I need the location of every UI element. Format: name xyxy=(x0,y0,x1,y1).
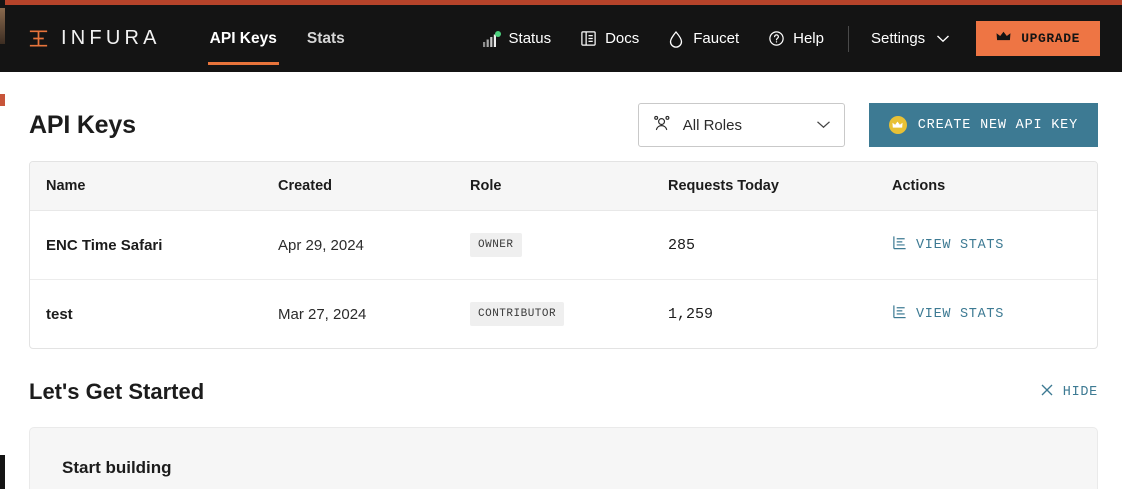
left-strip-accent xyxy=(0,94,5,106)
cell-requests: 1,259 xyxy=(668,280,892,349)
top-accent-bar xyxy=(5,0,1122,5)
cell-name: ENC Time Safari xyxy=(30,210,278,280)
secondary-nav: Status Docs Faucet xyxy=(469,21,1100,56)
upgrade-button[interactable]: UPGRADE xyxy=(976,21,1100,56)
water-drop-icon xyxy=(667,30,685,48)
chevron-down-icon xyxy=(816,116,831,134)
hide-button[interactable]: HIDE xyxy=(1040,383,1098,402)
column-header-actions: Actions xyxy=(892,162,1097,211)
view-stats-link[interactable]: VIEW STATS xyxy=(892,304,1004,324)
nav-link-docs[interactable]: Docs xyxy=(565,30,653,48)
get-started-header: Let's Get Started HIDE xyxy=(5,375,1122,409)
create-new-api-key-label: CREATE NEW API KEY xyxy=(917,117,1078,133)
bar-chart-icon xyxy=(892,304,907,324)
book-icon xyxy=(579,30,597,48)
view-stats-label: VIEW STATS xyxy=(916,237,1005,253)
crown-badge-icon xyxy=(888,116,907,134)
tab-stats[interactable]: Stats xyxy=(292,5,360,72)
avatar-sliver xyxy=(0,8,5,44)
cell-created: Mar 27, 2024 xyxy=(278,305,367,323)
table-row[interactable]: ENC Time Safari Apr 29, 2024 OWNER 285 xyxy=(30,210,1097,280)
cell-actions: VIEW STATS xyxy=(892,280,1097,349)
left-strip-light xyxy=(0,72,5,489)
brand-name: INFURA xyxy=(61,27,161,49)
status-badge: CONTRIBUTOR xyxy=(470,302,565,326)
tab-api-keys[interactable]: API Keys xyxy=(195,5,292,72)
upgrade-label: UPGRADE xyxy=(1021,31,1080,46)
role-filter-select[interactable]: All Roles xyxy=(637,103,845,147)
requests-value: 285 xyxy=(668,237,696,254)
nav-divider xyxy=(847,25,849,52)
column-header-role[interactable]: Role xyxy=(470,162,668,211)
view-stats-label: VIEW STATS xyxy=(916,306,1005,322)
cell-role: OWNER xyxy=(470,210,668,280)
nav-link-status[interactable]: Status xyxy=(469,30,566,48)
left-strip-bottom xyxy=(0,455,5,489)
page-header-row: API Keys All Roles xyxy=(5,102,1122,148)
nav-link-status-label: Status xyxy=(508,30,552,47)
cell-actions: VIEW STATS xyxy=(892,210,1097,280)
tab-api-keys-label: API Keys xyxy=(209,29,277,47)
start-building-title: Start building xyxy=(62,458,172,477)
cell-requests: 285 xyxy=(668,210,892,280)
users-icon xyxy=(652,114,673,136)
nav-link-help[interactable]: Help xyxy=(753,30,838,48)
column-header-created[interactable]: Created xyxy=(278,162,470,211)
hide-label: HIDE xyxy=(1062,384,1098,400)
tab-stats-label: Stats xyxy=(306,29,345,47)
close-x-icon xyxy=(1040,383,1054,402)
main-content: API Keys All Roles xyxy=(5,72,1122,489)
bar-chart-icon xyxy=(892,235,907,255)
create-new-api-key-button[interactable]: CREATE NEW API KEY xyxy=(868,103,1098,147)
nav-link-help-label: Help xyxy=(793,30,824,47)
infura-logo-icon xyxy=(27,27,50,50)
column-header-requests[interactable]: Requests Today xyxy=(668,162,892,211)
primary-nav: API Keys Stats xyxy=(195,5,360,72)
chevron-down-icon xyxy=(934,30,952,48)
brand-logo[interactable]: INFURA xyxy=(27,27,161,50)
column-header-name[interactable]: Name xyxy=(30,162,278,211)
crown-icon xyxy=(996,31,1011,46)
cell-role: CONTRIBUTOR xyxy=(470,280,668,349)
page-header-controls: All Roles CREATE NEW API KEY xyxy=(637,103,1098,147)
table-row[interactable]: test Mar 27, 2024 CONTRIBUTOR 1,259 xyxy=(30,280,1097,349)
app-header: INFURA API Keys Stats Status xyxy=(5,5,1122,72)
signal-bars-icon xyxy=(482,30,501,48)
table-header-row: Name Created Role Requests Today Actions xyxy=(30,162,1097,211)
nav-link-faucet[interactable]: Faucet xyxy=(653,30,753,48)
api-keys-table-card: Name Created Role Requests Today Actions… xyxy=(29,161,1098,349)
cell-created: Apr 29, 2024 xyxy=(278,210,470,280)
nav-link-faucet-label: Faucet xyxy=(693,30,740,47)
left-edge-strip xyxy=(0,0,5,489)
table-body: ENC Time Safari Apr 29, 2024 OWNER 285 xyxy=(30,210,1097,349)
status-badge: OWNER xyxy=(470,233,522,257)
get-started-title: Let's Get Started xyxy=(29,379,205,404)
start-building-card[interactable]: Start building xyxy=(29,427,1098,489)
question-circle-icon xyxy=(767,30,785,48)
settings-menu[interactable]: Settings xyxy=(859,30,964,48)
table-head: Name Created Role Requests Today Actions xyxy=(30,162,1097,211)
requests-value: 1,259 xyxy=(668,306,714,323)
api-keys-table: Name Created Role Requests Today Actions… xyxy=(30,162,1097,348)
settings-label: Settings xyxy=(870,30,926,47)
cell-name: test xyxy=(46,305,73,323)
role-filter-value: All Roles xyxy=(682,116,742,134)
view-stats-link[interactable]: VIEW STATS xyxy=(892,235,1004,255)
page-title: API Keys xyxy=(29,110,136,139)
nav-link-docs-label: Docs xyxy=(605,30,640,47)
